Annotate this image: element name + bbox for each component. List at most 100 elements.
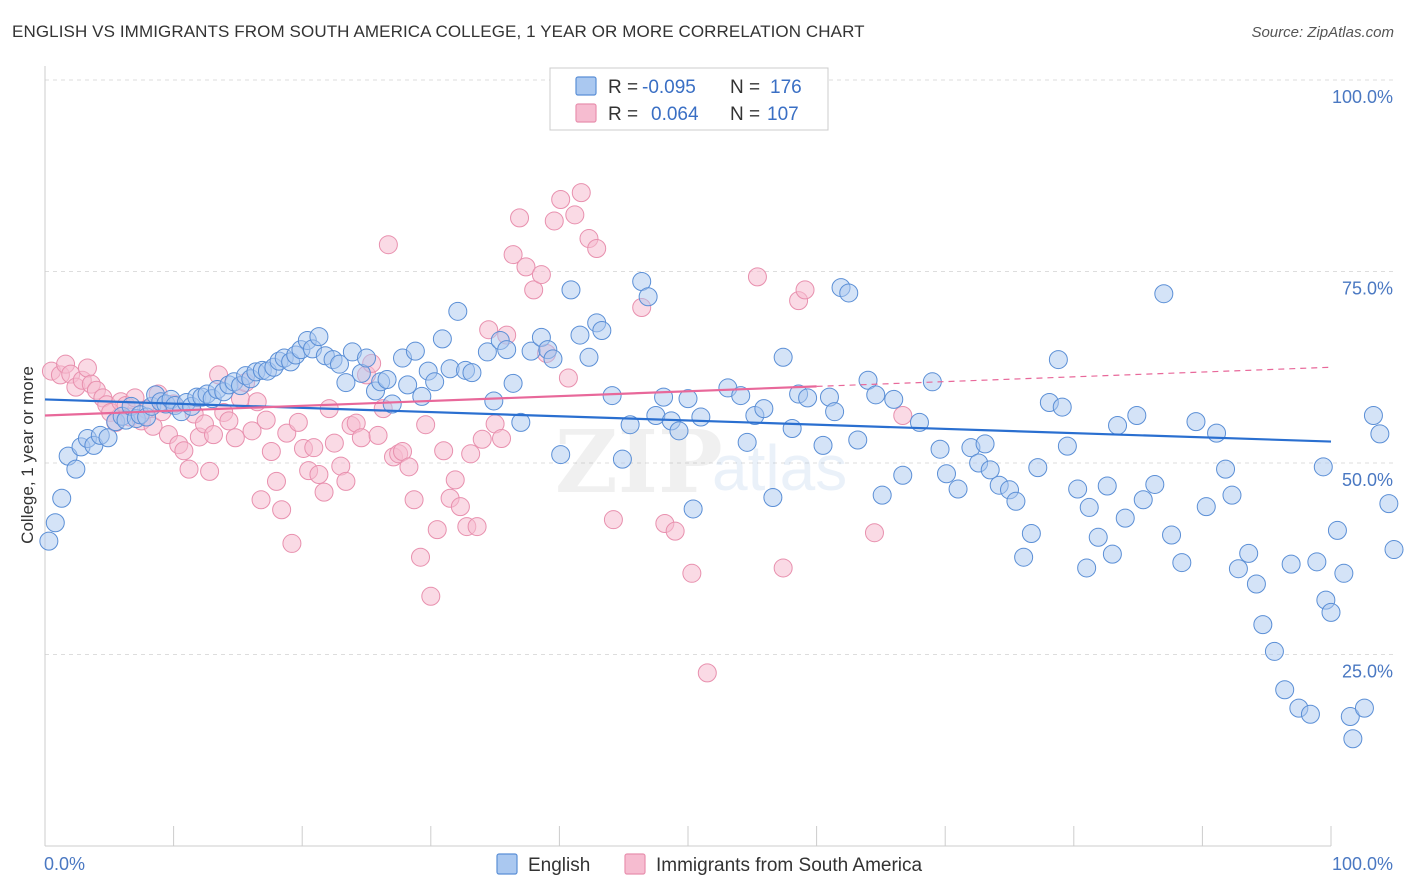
immig-point-40 [251, 490, 271, 510]
english-point-63 [412, 386, 432, 406]
english-point-159 [1239, 543, 1259, 563]
english-point-147 [1127, 406, 1147, 426]
english-point-174 [1343, 729, 1363, 749]
english-point-166 [1300, 704, 1320, 724]
immig-point-77 [450, 497, 470, 517]
immig-point-74 [434, 441, 454, 461]
immig-point-94 [558, 368, 578, 388]
immig-point-62 [368, 425, 388, 445]
x-tick-label-0: 0.0% [44, 854, 85, 874]
english-point-98 [691, 407, 711, 427]
english-point-179 [1384, 540, 1404, 560]
english-point-2 [52, 488, 72, 508]
immig-point-6 [77, 358, 97, 378]
immig-point-108 [795, 280, 815, 300]
immig-point-98 [587, 239, 607, 259]
english-point-105 [773, 347, 793, 367]
english-point-170 [1321, 602, 1341, 622]
english-point-97 [683, 499, 703, 519]
y-tick-label-1: 50.0% [1342, 470, 1393, 490]
immig-point-35 [225, 428, 245, 448]
source-label: Source: ZipAtlas.com [1251, 24, 1394, 41]
english-point-163 [1275, 680, 1295, 700]
immig-point-99 [603, 510, 623, 530]
english-point-104 [763, 487, 783, 507]
english-point-81 [551, 445, 571, 465]
english-point-76 [511, 412, 531, 432]
legend-immig-r-value: 0.064 [651, 104, 699, 125]
immig-point-51 [309, 464, 329, 484]
english-point-149 [1145, 474, 1165, 494]
immig-point-104 [697, 663, 717, 683]
immig-point-68 [399, 457, 419, 477]
english-point-113 [839, 283, 859, 303]
english-point-89 [620, 415, 640, 435]
english-point-48 [309, 327, 329, 347]
immig-point-81 [472, 429, 492, 449]
english-point-158 [1228, 559, 1248, 579]
english-point-175 [1354, 698, 1374, 718]
english-point-160 [1246, 574, 1266, 594]
immig-point-54 [324, 433, 344, 453]
english-point-162 [1264, 641, 1284, 661]
english-point-124 [948, 479, 968, 499]
immig-point-59 [351, 428, 371, 448]
english-point-101 [737, 432, 757, 452]
immig-point-109 [864, 523, 884, 543]
immig-point-93 [551, 189, 571, 209]
english-point-72 [484, 391, 504, 411]
legend-english-r-value: -0.095 [642, 77, 696, 98]
english-point-65 [425, 372, 445, 392]
english-point-171 [1327, 520, 1347, 540]
english-point-103 [754, 399, 774, 419]
english-point-177 [1370, 424, 1390, 444]
english-point-70 [462, 363, 482, 383]
immig-point-26 [179, 459, 199, 479]
english-point-142 [1088, 527, 1108, 547]
english-point-151 [1162, 525, 1182, 545]
english-point-87 [602, 386, 622, 406]
axes: 25.0% 50.0% 75.0% 100.0% 0.0% 100.0% [44, 66, 1393, 874]
immig-point-70 [411, 547, 431, 567]
english-point-83 [570, 325, 590, 345]
immig-point-84 [492, 428, 512, 448]
english-point-156 [1216, 459, 1236, 479]
english-point-133 [1021, 523, 1041, 543]
english-point-86 [592, 320, 612, 340]
english-point-152 [1172, 553, 1192, 573]
english-point-132 [1014, 547, 1034, 567]
english-point-117 [872, 485, 892, 505]
trend-lines [44, 366, 1332, 443]
immig-point-71 [416, 415, 436, 435]
watermark-zip: ZIP [555, 412, 723, 513]
english-point-148 [1133, 490, 1153, 510]
immig-point-64 [378, 235, 398, 255]
immig-point-72 [421, 586, 441, 606]
english-point-95 [669, 421, 689, 441]
immig-point-76 [445, 470, 465, 490]
immig-point-38 [242, 421, 262, 441]
immig-point-95 [565, 205, 585, 225]
y-tick-label-3: 100.0% [1332, 87, 1393, 107]
immig-point-90 [531, 265, 551, 285]
english-point-141 [1079, 497, 1099, 517]
immig-point-31 [203, 425, 223, 445]
immig-point-79 [461, 444, 481, 464]
english-point-168 [1313, 457, 1333, 477]
english-point-52 [336, 373, 356, 393]
immig-point-46 [282, 533, 302, 553]
english-point-139 [1068, 479, 1088, 499]
immig-point-87 [510, 208, 530, 228]
english-point-146 [1115, 508, 1135, 528]
immig-point-92 [544, 211, 564, 231]
english-point-88 [612, 449, 632, 469]
english-point-74 [497, 340, 517, 360]
immig-point-34 [219, 411, 239, 431]
immig-point-52 [314, 482, 334, 502]
english-point-68 [448, 301, 468, 321]
english-point-4 [66, 459, 86, 479]
legend-swatch-english [575, 76, 597, 96]
legend-english-n-label: N = [730, 77, 760, 98]
english-point-123 [936, 464, 956, 484]
english-point-137 [1052, 397, 1072, 417]
